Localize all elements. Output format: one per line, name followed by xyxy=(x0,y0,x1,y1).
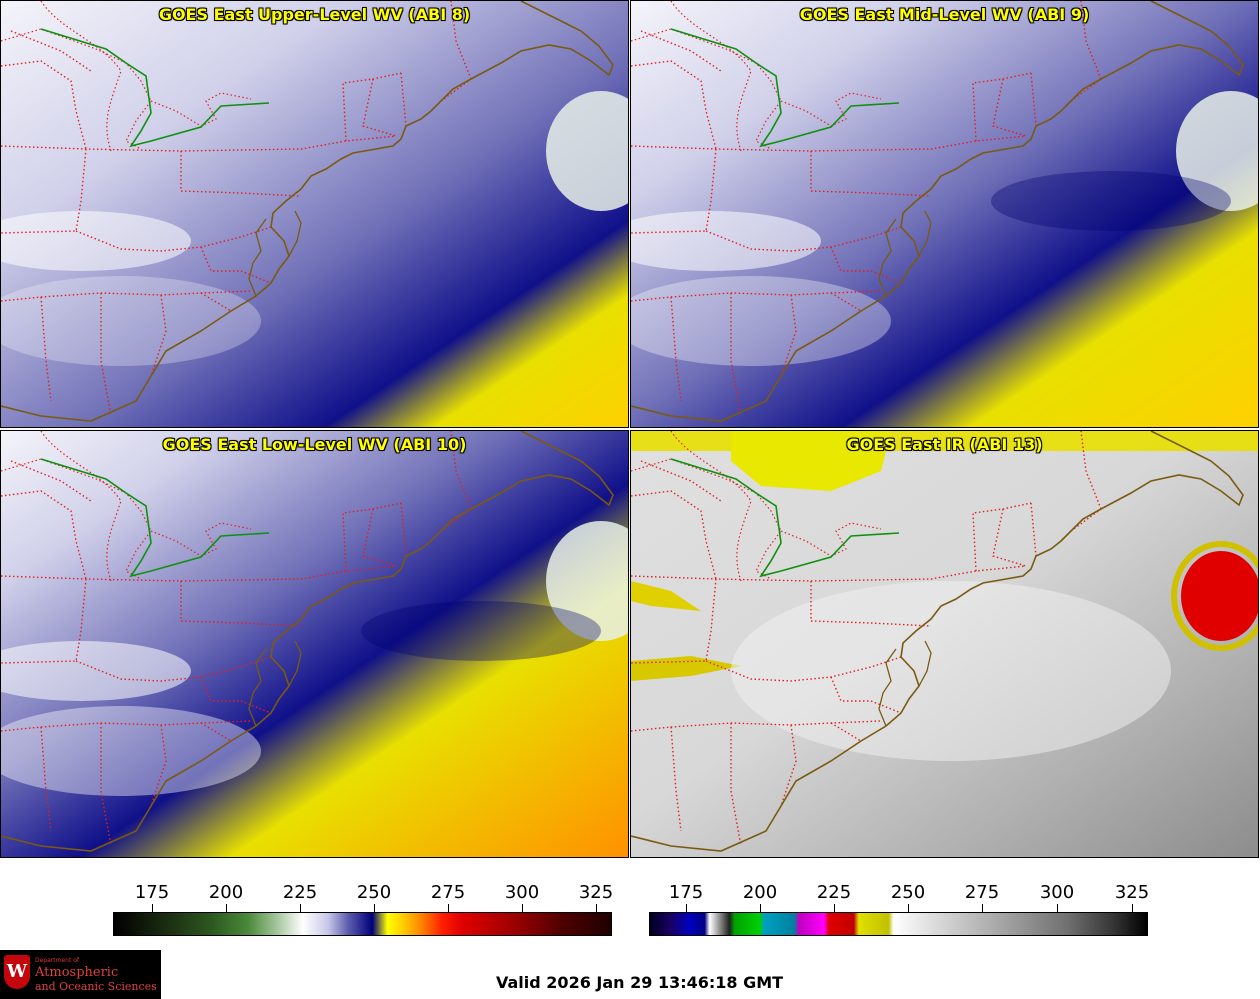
panel-title: GOES East Upper-Level WV (ABI 8) xyxy=(158,5,471,24)
ir-tick-label: 325 xyxy=(1114,882,1150,903)
ir-tick xyxy=(982,904,983,912)
panel-low-level-wv: GOES East Low-Level WV (ABI 10) xyxy=(0,430,629,858)
panel-mid-level-wv: GOES East Mid-Level WV (ABI 9) xyxy=(630,0,1259,428)
ir-tick-label: 200 xyxy=(742,882,778,903)
panel-title: GOES East Low-Level WV (ABI 10) xyxy=(162,435,467,454)
wv-tick xyxy=(596,904,597,912)
ir-tick xyxy=(686,904,687,912)
aos-logo: W Department of Atmospheric and Oceanic … xyxy=(0,950,161,999)
logo-line-3: and Oceanic Sciences xyxy=(35,980,157,993)
wv-tick xyxy=(226,904,227,912)
logo-line-2: Atmospheric xyxy=(35,965,119,980)
ir-tick xyxy=(760,904,761,912)
ir-tick-label: 175 xyxy=(668,882,704,903)
wv-tick-label: 250 xyxy=(356,882,392,903)
ir-tick xyxy=(908,904,909,912)
wv-tick xyxy=(300,904,301,912)
panel-title: GOES East IR (ABI 13) xyxy=(846,435,1043,454)
wv-colorbar xyxy=(113,912,612,936)
ir-tick xyxy=(1132,904,1133,912)
ir-tick-label: 225 xyxy=(816,882,852,903)
wv-tick-label: 200 xyxy=(208,882,244,903)
mid-level-wv-image xyxy=(631,1,1258,427)
low-level-wv-image xyxy=(1,431,628,857)
ir-tick-label: 250 xyxy=(890,882,926,903)
ir-image xyxy=(631,431,1258,857)
ir-tick xyxy=(1057,904,1058,912)
wv-tick-label: 225 xyxy=(282,882,318,903)
wv-tick-label: 275 xyxy=(430,882,466,903)
wv-tick xyxy=(152,904,153,912)
valid-time: Valid 2026 Jan 29 13:46:18 GMT xyxy=(496,973,784,992)
logo-line-1: Department of xyxy=(35,957,79,964)
panel-ir: GOES East IR (ABI 13) xyxy=(630,430,1259,858)
wv-tick xyxy=(448,904,449,912)
ir-tick-label: 275 xyxy=(964,882,1000,903)
wv-tick-label: 300 xyxy=(504,882,540,903)
uw-crest-icon: W xyxy=(4,955,30,989)
wv-tick-label: 175 xyxy=(134,882,170,903)
ir-tick-label: 300 xyxy=(1039,882,1075,903)
panel-title: GOES East Mid-Level WV (ABI 9) xyxy=(799,5,1090,24)
ir-colorbar xyxy=(649,912,1148,936)
ir-tick xyxy=(834,904,835,912)
wv-tick xyxy=(522,904,523,912)
upper-level-wv-image xyxy=(1,1,628,427)
wv-tick xyxy=(374,904,375,912)
wv-tick-label: 325 xyxy=(578,882,614,903)
panel-upper-level-wv: GOES East Upper-Level WV (ABI 8) xyxy=(0,0,629,428)
